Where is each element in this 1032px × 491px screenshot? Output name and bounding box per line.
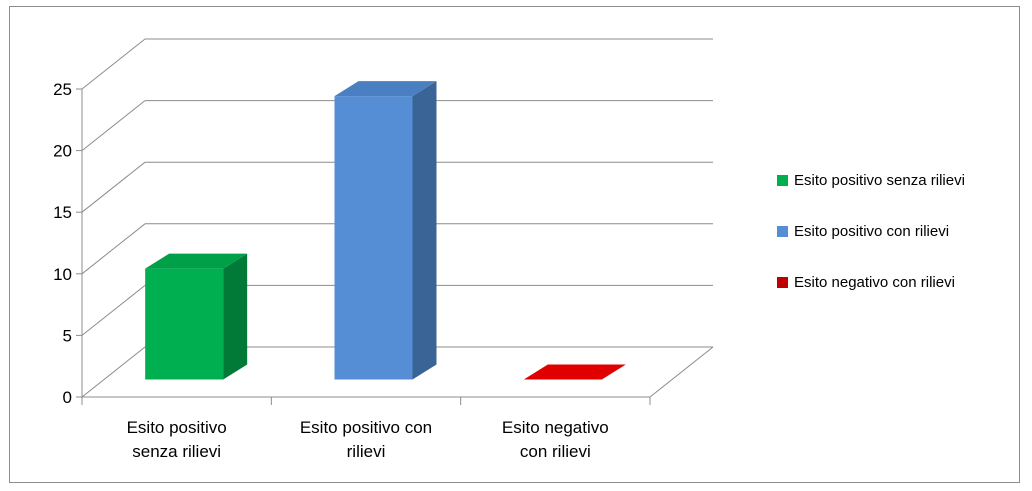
- y-axis-labels: 0 5 10 15 20 25: [53, 80, 72, 407]
- legend-label: Esito positivo senza rilievi: [794, 172, 965, 189]
- y-tick-label: 10: [53, 265, 72, 284]
- gridline-diagonal: [81, 100, 146, 151]
- bar-1: [334, 81, 437, 380]
- floor-right-edge: [649, 346, 714, 398]
- gridline-diagonal: [81, 161, 146, 213]
- y-tick-label: 20: [53, 142, 72, 161]
- bars: [145, 81, 626, 380]
- y-tick-label: 25: [53, 80, 72, 99]
- x-category-label: Esito negativo con rilievi: [502, 418, 609, 461]
- chart-frame: 0 5 10 15 20 25 Esito positivo senza rilievi Es…: [9, 6, 1020, 483]
- gridline-diagonal: [81, 346, 146, 398]
- x-category-label-line: senza rilievi: [132, 442, 221, 461]
- legend-swatch: [777, 175, 788, 186]
- legend-swatch: [777, 277, 788, 288]
- x-category-label-line: Esito negativo: [502, 418, 609, 437]
- x-category-label-line: rilievi: [347, 442, 386, 461]
- legend-label: Esito negativo con rilievi: [794, 274, 955, 291]
- legend-label: Esito positivo con rilievi: [794, 223, 949, 240]
- bar-side: [412, 81, 437, 380]
- legend-swatch: [777, 226, 788, 237]
- bar-top: [145, 253, 248, 269]
- bar-0: [145, 253, 248, 380]
- x-category-label: Esito positivo senza rilievi: [127, 418, 227, 461]
- bar-2: [523, 364, 626, 380]
- x-category-label-line: Esito positivo con: [300, 418, 432, 437]
- gridline-diagonal: [81, 38, 146, 90]
- x-category-label: Esito positivo con rilievi: [300, 418, 432, 461]
- x-category-label-line: Esito positivo: [127, 418, 227, 437]
- legend: Esito positivo senza rilievi Esito positi…: [777, 172, 965, 291]
- axes: [76, 88, 714, 405]
- bar-side: [223, 253, 248, 380]
- bar-front: [145, 268, 224, 380]
- y-tick-label: 5: [63, 326, 72, 345]
- bar-front: [334, 96, 413, 380]
- bar-top: [334, 81, 437, 97]
- gridline-diagonal: [81, 223, 146, 275]
- x-category-label-line: con rilievi: [520, 442, 591, 461]
- y-tick-label: 0: [63, 388, 72, 407]
- gridline-diagonal: [81, 285, 146, 336]
- bar-top: [523, 364, 626, 380]
- y-tick-label: 15: [53, 203, 72, 222]
